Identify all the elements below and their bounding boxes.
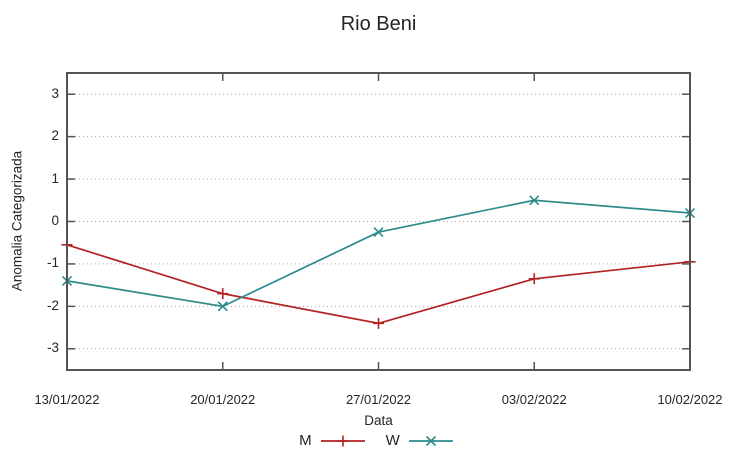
x-tick-label: 20/01/2022 xyxy=(190,392,256,407)
plus-marker xyxy=(528,273,540,285)
x-tick-label: 27/01/2022 xyxy=(345,392,412,407)
y-tick-label: -3 xyxy=(46,340,59,356)
series-line-M xyxy=(66,244,691,325)
legend-item-M: M xyxy=(299,432,366,449)
legend-series-label: M xyxy=(299,432,312,449)
legend-line-sample xyxy=(408,435,453,446)
series-line-W xyxy=(66,199,691,308)
x-tick-label: 10/02/2022 xyxy=(657,392,723,407)
y-tick-label: 2 xyxy=(51,128,59,144)
y-tick-label: 1 xyxy=(51,170,59,186)
x-tick-label: 13/01/2022 xyxy=(34,392,100,407)
y-tick-label: -2 xyxy=(46,297,59,313)
legend-item-W: W xyxy=(386,432,454,449)
chart-title: Rio Beni xyxy=(340,13,417,35)
plus-marker xyxy=(217,288,229,300)
cross-marker-icon xyxy=(425,435,436,446)
plot-border xyxy=(66,72,691,371)
legend-line-sample xyxy=(320,435,365,446)
y-tick-label: 3 xyxy=(51,85,59,101)
y-tick-label: 0 xyxy=(51,213,59,228)
legend-series-label: W xyxy=(385,432,400,449)
x-tick-label: 03/02/2022 xyxy=(501,392,567,407)
x-axis-label: Data xyxy=(364,413,393,428)
y-tick-label: -1 xyxy=(46,255,59,271)
cross-marker xyxy=(529,195,540,206)
plus-marker xyxy=(373,317,384,329)
cross-marker xyxy=(217,301,228,312)
plus-marker-icon xyxy=(337,435,349,446)
cross-marker xyxy=(373,227,384,238)
